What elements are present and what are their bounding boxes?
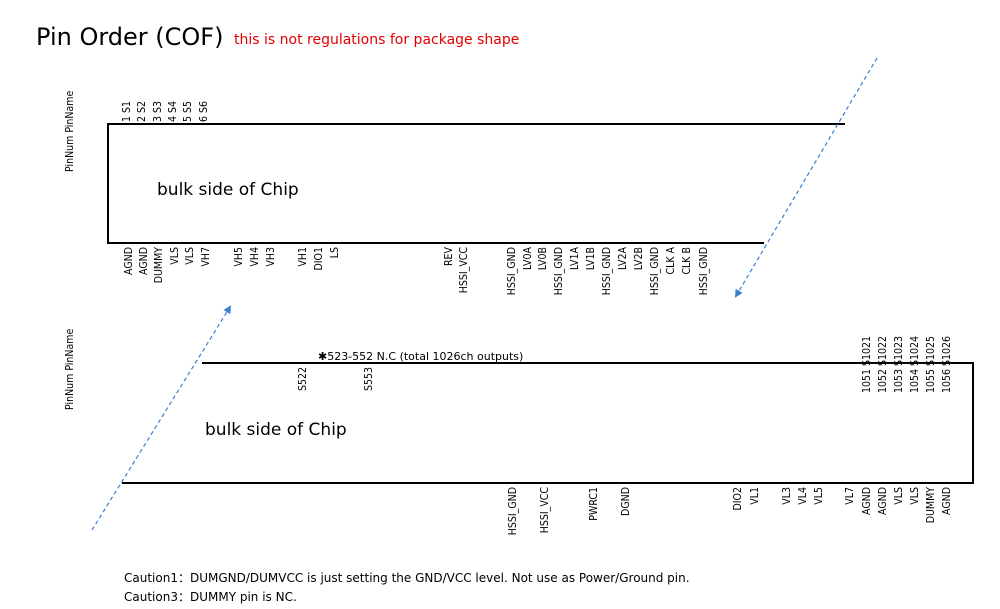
pin-label: 1054 S1024: [909, 336, 921, 393]
pin-label: LV2B: [633, 247, 645, 270]
pin-label: VLS: [184, 247, 196, 265]
continuation-arrow-right: [734, 57, 878, 298]
pin-label: 2 S2: [136, 101, 148, 122]
pin-label: HSSI_GND: [698, 247, 710, 295]
upper-bulk-label: bulk side of Chip: [157, 180, 299, 200]
pin-label: AGND: [138, 247, 150, 275]
pin-label: DIO1: [313, 247, 325, 271]
upper-chip-outline: [107, 123, 845, 244]
pin-label: HSSI_VCC: [458, 247, 470, 294]
lower-chip-outline: [122, 362, 974, 484]
pin-label: HSSI_GND: [506, 247, 518, 295]
pin-label: VH7: [200, 247, 212, 267]
caution-3: Caution3：DUMMY pin is NC.: [124, 590, 297, 604]
pin-label: REV: [443, 246, 455, 266]
lower-nc-note: ✱523-552 N.C (total 1026ch outputs): [318, 350, 523, 363]
pin-label: 4 S4: [167, 101, 179, 122]
pin-label: DIO2: [732, 487, 744, 511]
pin-label: 1 S1: [121, 101, 133, 122]
pin-label: PWRC1: [588, 487, 600, 521]
pin-label: VL5: [813, 487, 825, 505]
pin-label: 6 S6: [198, 101, 210, 122]
pin-label: VL1: [749, 487, 761, 505]
pin-label: LV1B: [585, 247, 597, 270]
pin-label: VLS: [893, 487, 905, 505]
pin-label: LV0B: [537, 247, 549, 270]
upper-top-pins: 1 S1 2 S2 3 S3 4 S4 5 S5 6 S6: [121, 101, 210, 122]
pin-label: 5 S5: [182, 101, 194, 122]
continuation-arrow-left: [91, 305, 232, 531]
pin-label: VH5: [233, 247, 245, 267]
pin-label: VH1: [297, 247, 309, 267]
pin-label: HSSI_GND: [553, 247, 565, 295]
lower-bulk-label: bulk side of Chip: [205, 420, 347, 440]
pin-label: VH4: [249, 247, 261, 267]
pin-label: DGND: [620, 487, 632, 516]
pin-label: 1053 S1023: [893, 336, 905, 393]
pin-label: VLS: [169, 247, 181, 265]
pin-label: AGND: [861, 487, 873, 515]
pin-label: DUMMY: [925, 487, 937, 523]
lower-top-right-pins: 1051 S1021 1052 S1022 1053 S1023 1054 S1024…: [861, 336, 953, 393]
pin-label: DUMMY: [153, 247, 165, 283]
pin-label: VH3: [265, 247, 277, 267]
pin-label: HSSI_GND: [649, 247, 661, 295]
caution-1: Caution1：DUMGND/DUMVCC is just setting t…: [124, 571, 690, 585]
pin-label: 1052 S1022: [877, 336, 889, 393]
pin-label: 1051 S1021: [861, 336, 873, 393]
pin-label: HSSI_VCC: [539, 487, 551, 534]
lower-top-mid-pins: S522 S553: [297, 367, 375, 391]
pin-label: AGND: [877, 487, 889, 515]
lower-bottom-pins: HSSI_GND HSSI_VCC PWRC1 DGND DIO2 VL1 VL3 VL4 VL…: [507, 487, 953, 536]
pin-label: VLS: [909, 487, 921, 505]
pin-label: HSSI_GND: [507, 487, 519, 535]
pin-label: VL3: [781, 487, 793, 505]
pin-label: LV0A: [522, 246, 534, 270]
upper-bottom-pins: AGND AGND DUMMY VLS VLS VH7 VH5 VH4 VH3 VH1 DIO1 LS…: [123, 246, 710, 295]
pin-label: S522: [297, 367, 309, 391]
pin-label: HSSI_GND: [601, 247, 613, 295]
pin-label: 3 S3: [152, 101, 164, 122]
pin-label: 1056 S1026: [941, 336, 953, 393]
pin-label: AGND: [123, 247, 135, 275]
pin-label: LS: [329, 247, 341, 258]
pin-label: LV1A: [569, 246, 581, 270]
diagram-title: Pin Order (COF): [36, 23, 223, 51]
lower-axis-label: PinNum PinName: [64, 329, 76, 410]
diagram-subtitle: this is not regulations for package shap…: [234, 32, 519, 48]
pin-label: CLK B: [681, 247, 693, 275]
pin-label: LV2A: [617, 246, 629, 270]
pin-label: CLK A: [665, 246, 677, 274]
pin-label: VL7: [844, 487, 856, 505]
pin-label: VL4: [797, 487, 809, 505]
pin-label: 1055 S1025: [925, 336, 937, 393]
pin-label: AGND: [941, 487, 953, 515]
upper-axis-label: PinNum PinName: [64, 91, 76, 172]
pin-label: S553: [363, 367, 375, 391]
